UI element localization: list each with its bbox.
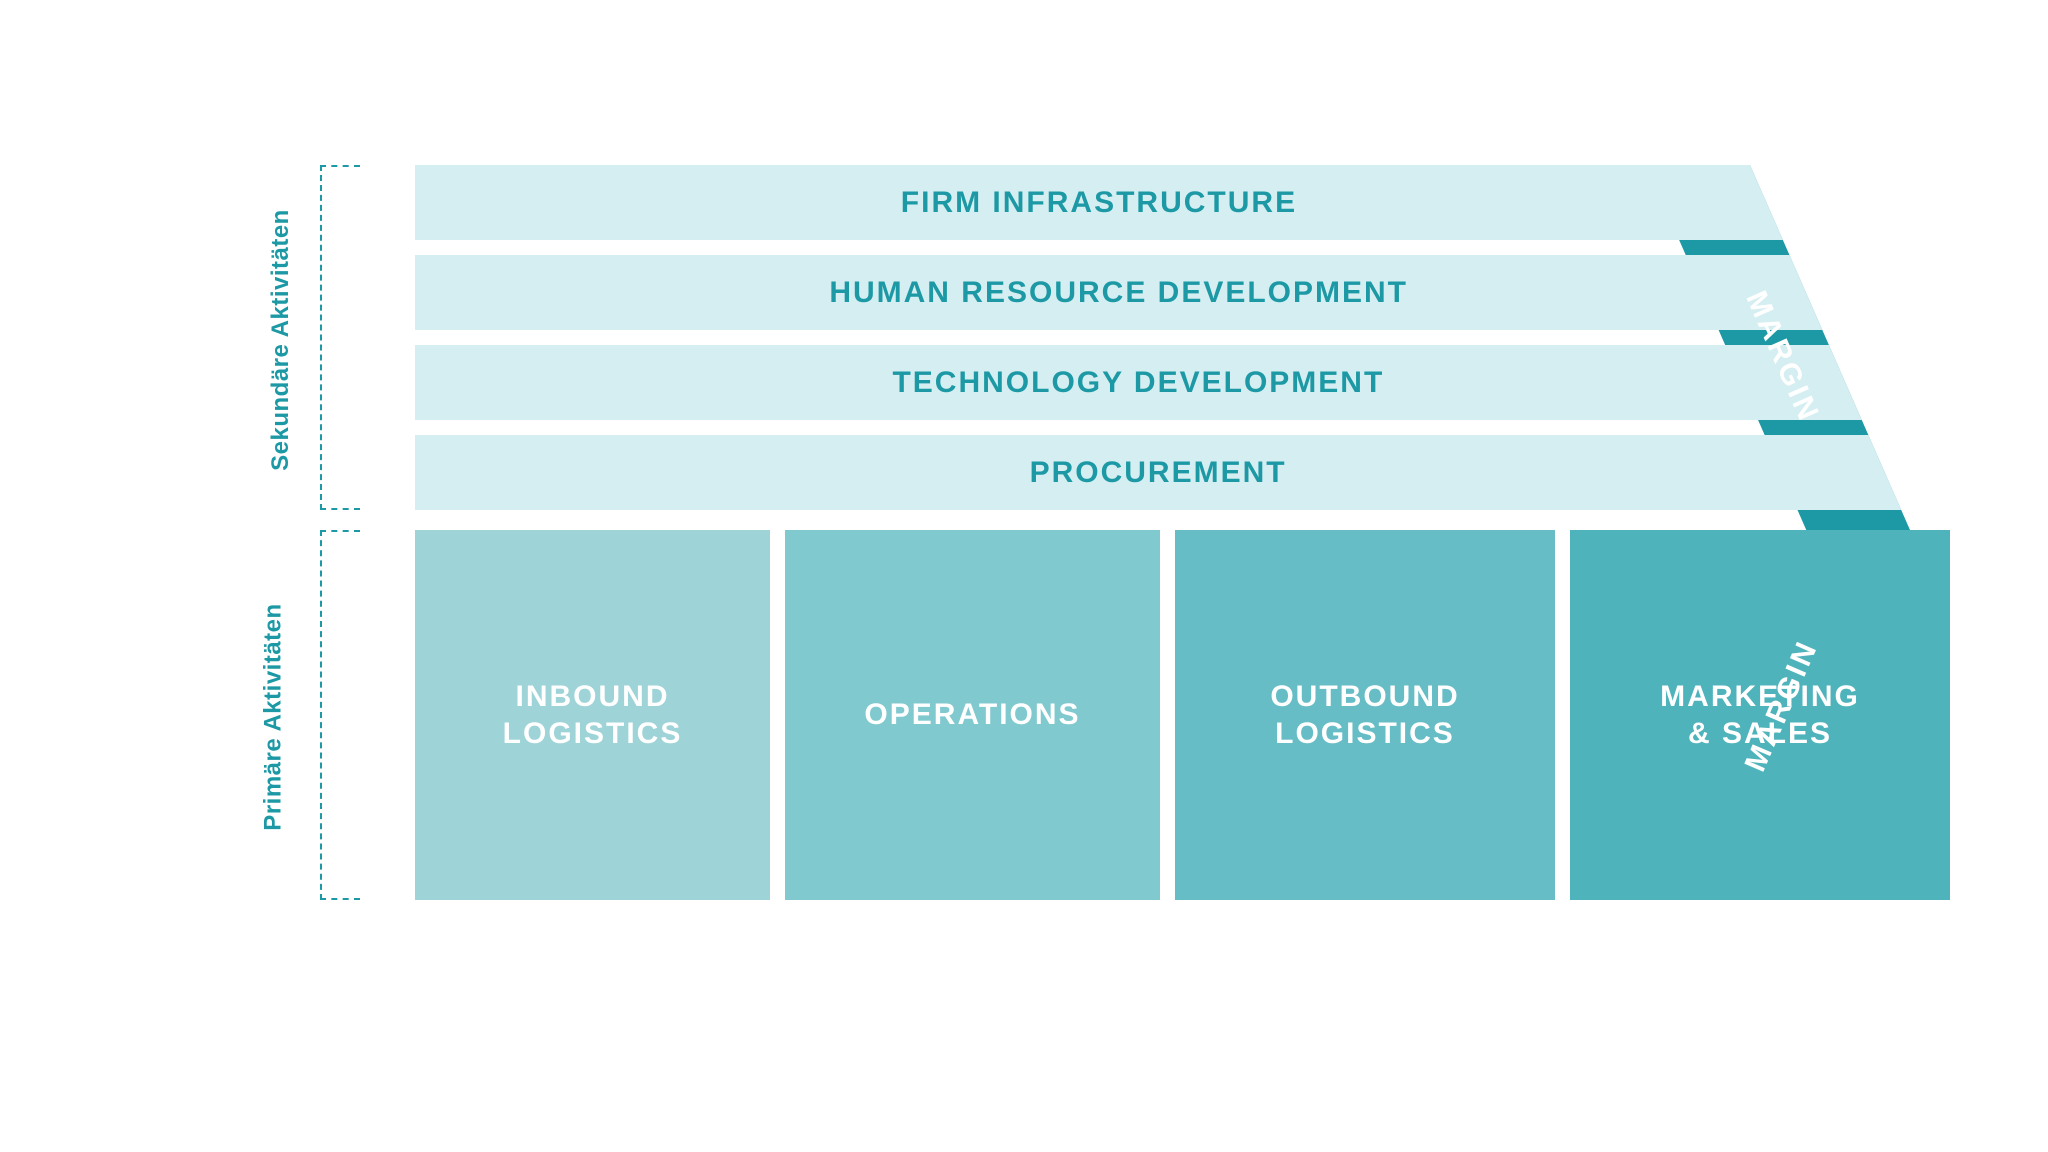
primary-cell: OPERATIONS xyxy=(785,530,1160,900)
primary-cell-label: INBOUND LOGISTICS xyxy=(503,678,683,753)
secondary-row-label: TECHNOLOGY DEVELOPMENT xyxy=(892,366,1384,400)
secondary-row: HUMAN RESOURCE DEVELOPMENT xyxy=(415,255,1822,330)
primary-cell-label: OUTBOUND LOGISTICS xyxy=(1270,678,1459,753)
secondary-row: FIRM INFRASTRUCTURE xyxy=(415,165,1783,240)
value-chain-diagram: Sekundäre Aktivitäten Primäre Aktivitäte… xyxy=(0,0,2048,1152)
primary-cell: INBOUND LOGISTICS xyxy=(415,530,770,900)
secondary-row: TECHNOLOGY DEVELOPMENT xyxy=(415,345,1862,420)
secondary-row-label: FIRM INFRASTRUCTURE xyxy=(901,186,1297,220)
primary-cell-label: OPERATIONS xyxy=(864,696,1080,734)
secondary-row-label: PROCUREMENT xyxy=(1030,456,1287,490)
primary-cell: OUTBOUND LOGISTICS xyxy=(1175,530,1555,900)
secondary-row: PROCUREMENT xyxy=(415,435,1901,510)
secondary-row-label: HUMAN RESOURCE DEVELOPMENT xyxy=(829,276,1408,310)
